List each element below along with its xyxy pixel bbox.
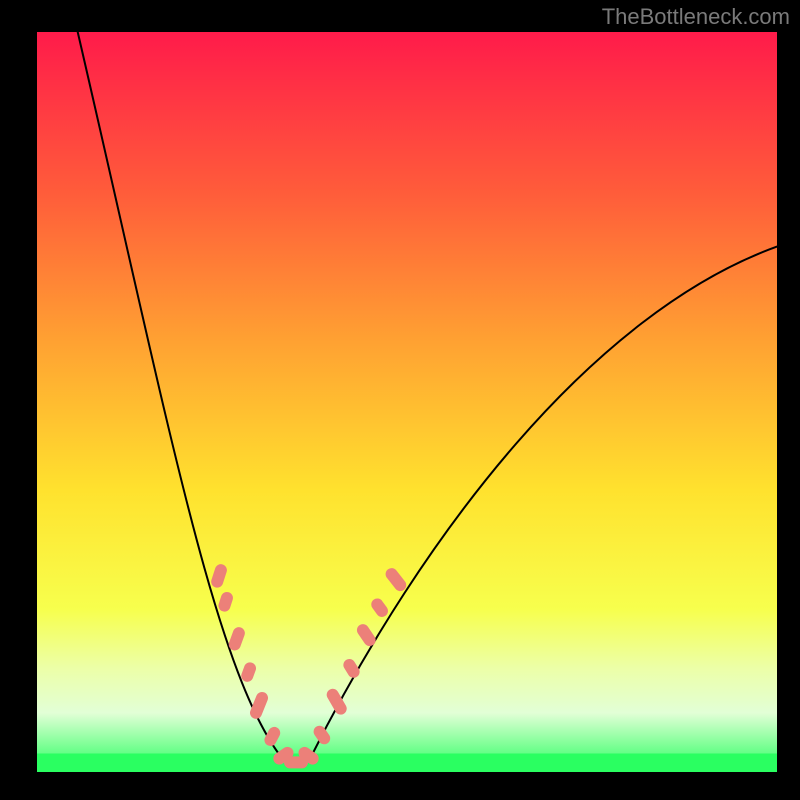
watermark-text: TheBottleneck.com bbox=[602, 4, 790, 30]
plot-background bbox=[37, 32, 777, 772]
chart-canvas bbox=[0, 0, 800, 800]
bottom-green-band bbox=[37, 754, 777, 773]
